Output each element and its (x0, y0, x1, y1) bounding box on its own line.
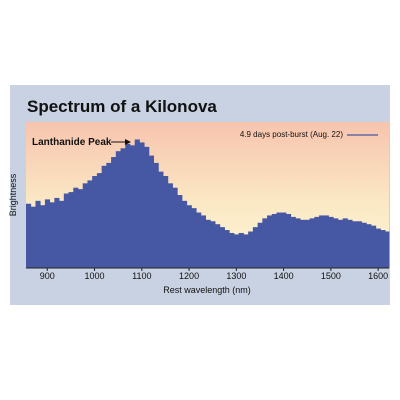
legend-label: 4.9 days post-burst (Aug. 22) (240, 130, 344, 139)
spectrum-bin (73, 187, 79, 268)
spectrum-bin (371, 225, 377, 268)
chart-title: Spectrum of a Kilonova (27, 97, 217, 116)
spectrum-bin (26, 203, 32, 268)
spectrum-bin (59, 200, 65, 268)
x-tick-label: 1100 (132, 271, 151, 281)
spectrum-bin (295, 218, 301, 268)
spectrum-bin (54, 197, 60, 268)
spectrum-bin (319, 215, 325, 268)
spectrum-bin (68, 192, 74, 268)
spectrum-bin (314, 216, 320, 268)
spectrum-bin (267, 215, 273, 268)
spectrum-bin (276, 212, 282, 268)
spectrum-bin (101, 165, 107, 268)
x-tick-label: 900 (40, 271, 55, 281)
x-tick-label: 1300 (226, 271, 246, 281)
spectrum-bin (304, 219, 310, 268)
spectrum-bin (96, 173, 103, 268)
spectrum-bin (92, 176, 98, 268)
spectrum-bin (356, 221, 362, 268)
annotation: Lanthanide Peak (32, 137, 112, 148)
x-axis-label: Rest wavelength (nm) (163, 285, 251, 295)
x-tick-label: 1600 (368, 271, 388, 281)
spectrum-bin (191, 208, 197, 268)
spectrum-bin (366, 224, 372, 268)
spectrum-bin (139, 142, 145, 268)
spectrum-bin (125, 143, 131, 268)
spectrum-bin (167, 183, 173, 268)
spectrum-bin (77, 189, 84, 268)
spectrum-bin (115, 151, 121, 268)
spectrum-bin (290, 216, 296, 268)
spectrum-bin (111, 157, 117, 268)
annotation-arrowhead (125, 139, 131, 145)
spectrum-bin (210, 221, 216, 268)
spectrum-bin (87, 180, 93, 268)
spectrum-bin (238, 232, 244, 268)
spectrum-bin (361, 222, 367, 268)
spectrum-bin (385, 231, 390, 268)
spectrum-bin (224, 230, 230, 268)
spectrum-bin (337, 219, 344, 268)
spectrum-bin (30, 206, 36, 268)
spectrum-bin (44, 199, 51, 268)
spectrum-bin (285, 213, 292, 268)
spectrum-bin (248, 231, 254, 268)
spectrum-bin (148, 155, 155, 268)
spectrum-bin (35, 200, 41, 268)
spectrum-bin (158, 171, 164, 268)
spectrum-bin (257, 222, 263, 268)
spectrum-bin (186, 205, 192, 268)
spectrum-bin (129, 145, 136, 268)
spectrum-bin (49, 202, 55, 268)
spectrum-bin (82, 183, 88, 268)
x-tick-label: 1200 (179, 271, 199, 281)
spectrum-bin (144, 146, 150, 268)
spectrum-bin (347, 219, 353, 268)
spectrum-bin (153, 162, 159, 268)
spectrum-bin (380, 230, 386, 268)
spectrum-bin (229, 232, 235, 268)
spectrum-bin (233, 234, 240, 268)
spectrum-bin (281, 212, 287, 268)
spectrum-bin (134, 139, 140, 268)
spectrum-bin (309, 218, 315, 268)
spectrum-bin (252, 227, 259, 268)
x-tick-label: 1500 (321, 271, 341, 281)
spectrum-bin (333, 218, 339, 268)
spectrum-bin (200, 215, 207, 268)
spectrum-bin (181, 200, 188, 268)
spectrum-bin (323, 215, 329, 268)
spectrum-bin (172, 187, 178, 268)
spectrum-bin (205, 219, 211, 268)
spectrum-bin (219, 227, 225, 268)
spectrum-bin (300, 219, 306, 268)
spectrum-bin (262, 218, 268, 268)
spectrum-bin (243, 234, 249, 268)
spectrum-bin (328, 216, 334, 268)
spectrum-bin (63, 193, 69, 268)
spectrum-bin (215, 224, 221, 268)
y-axis-label: Brightness (8, 173, 18, 216)
spectrum-bin (196, 212, 202, 268)
spectrum-bin (342, 218, 348, 268)
spectrum-bin (271, 213, 277, 268)
spectrum-bin (352, 221, 358, 268)
spectrum-bin (375, 228, 381, 268)
spectrum-bin (177, 195, 183, 268)
spectrum-bin (163, 176, 169, 268)
spectrum-bin (106, 162, 112, 268)
x-tick-label: 1000 (85, 271, 105, 281)
spectrum-bin (40, 205, 46, 268)
x-tick-label: 1400 (274, 271, 294, 281)
spectrum-bin (120, 148, 126, 268)
